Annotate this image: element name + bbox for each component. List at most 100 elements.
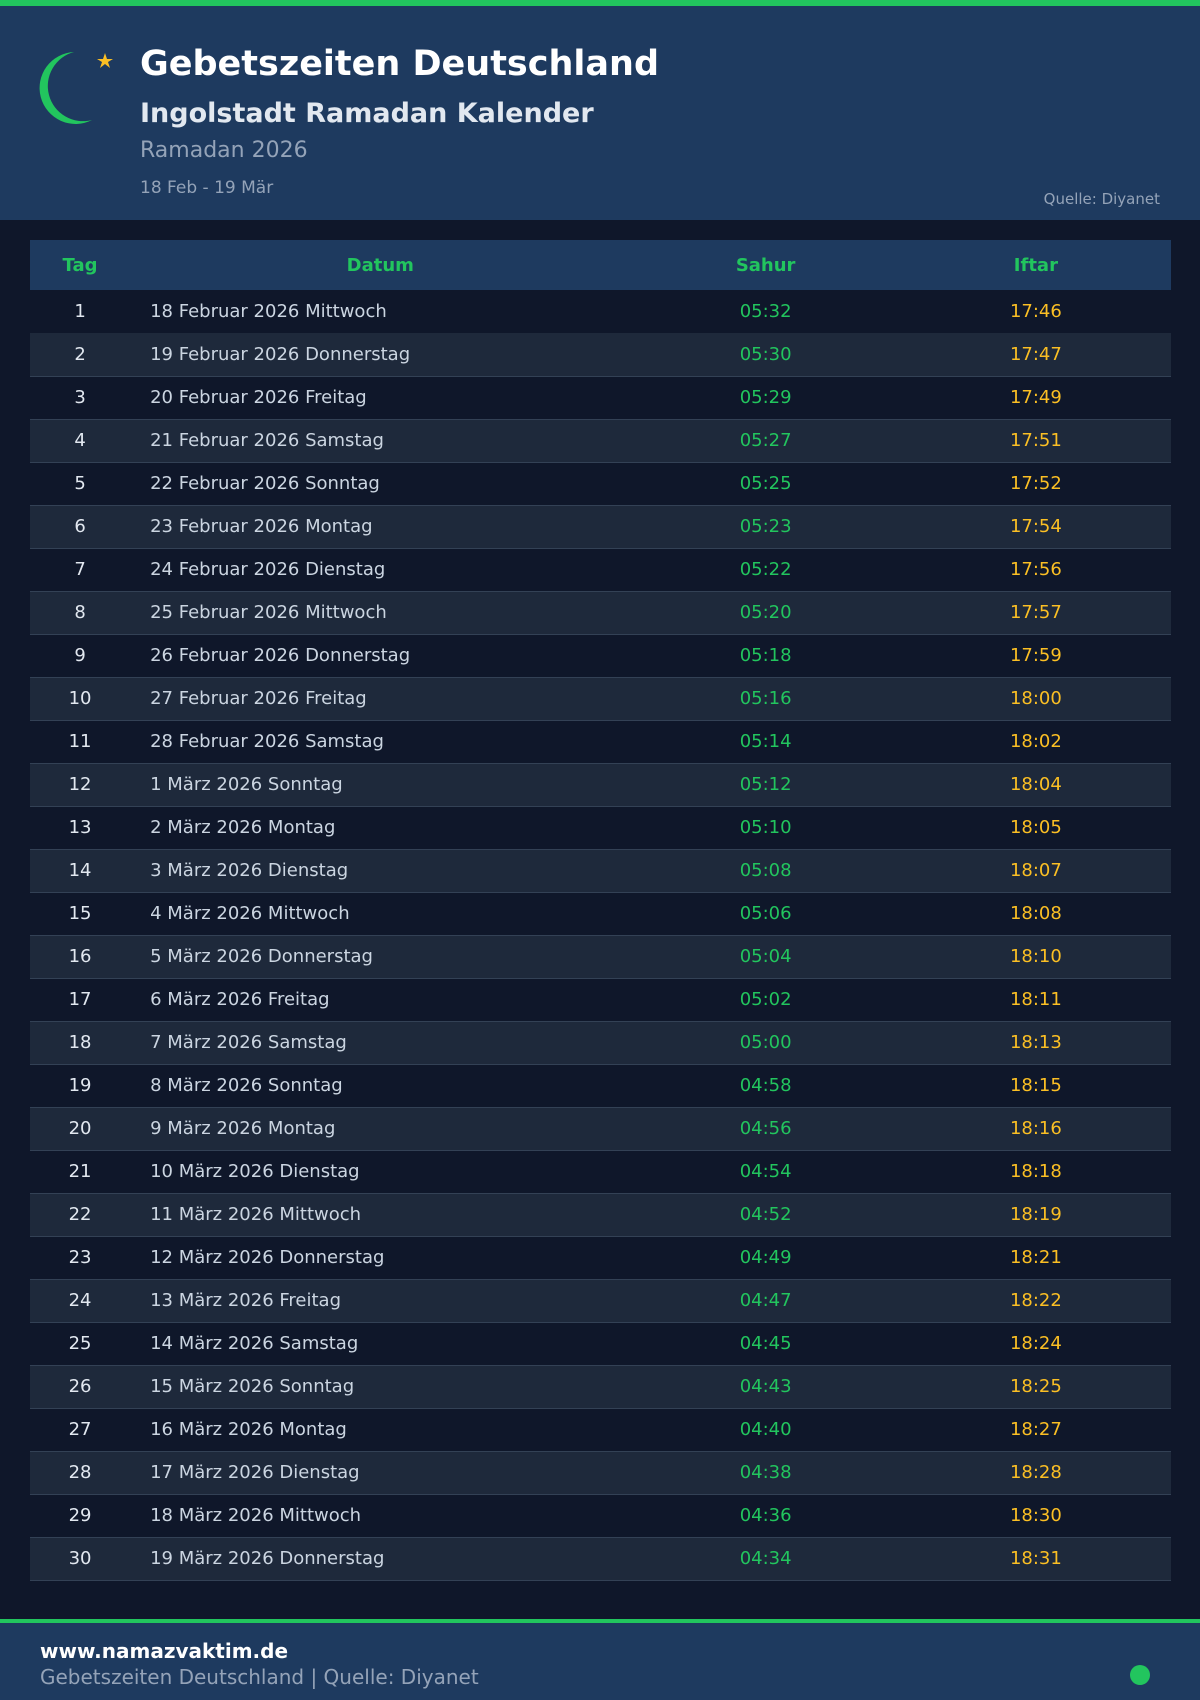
cell-datum: 19 März 2026 Donnerstag [130,1537,631,1581]
table-row: 25 14 März 2026 Samstag 04:45 18:24 [30,1322,1171,1366]
cell-iftar: 18:05 [900,806,1171,850]
header-tag: Tag [30,240,131,290]
page-header: Gebetszeiten Deutschland Ingolstadt Rama… [0,6,1200,220]
cell-tag: 17 [30,978,131,1022]
cell-datum: 24 Februar 2026 Dienstag [130,548,631,592]
cell-iftar: 18:18 [900,1150,1171,1194]
table-row: 22 11 März 2026 Mittwoch 04:52 18:19 [30,1193,1171,1237]
cell-tag: 27 [30,1408,131,1452]
cell-datum: 23 Februar 2026 Montag [130,505,631,549]
cell-sahur: 05:18 [630,634,901,678]
cell-tag: 4 [30,419,131,463]
table-row: 8 25 Februar 2026 Mittwoch 05:20 17:57 [30,591,1171,635]
table-row: 23 12 März 2026 Donnerstag 04:49 18:21 [30,1236,1171,1280]
cell-tag: 7 [30,548,131,592]
table-row: 1 18 Februar 2026 Mittwoch 05:32 17:46 [30,290,1171,333]
green-dot-icon [1130,1665,1150,1685]
table-row: 28 17 März 2026 Dienstag 04:38 18:28 [30,1451,1171,1495]
cell-sahur: 05:20 [630,591,901,635]
cell-tag: 2 [30,333,131,377]
cell-iftar: 17:46 [1009,301,1062,322]
crescent-star-icon [39,52,113,124]
cell-datum: 28 Februar 2026 Samstag [130,720,631,764]
footer-tagline: Gebetszeiten Deutschland | Quelle: Diyan… [40,1665,479,1689]
header-sahur: Sahur [630,240,901,290]
cell-iftar: 18:24 [900,1322,1171,1366]
table-row: 10 27 Februar 2026 Freitag 05:16 18:00 [30,677,1171,721]
cell-tag: 14 [30,849,131,893]
cell-tag: 24 [30,1279,131,1323]
cell-sahur: 05:23 [630,505,901,549]
cell-sahur: 05:29 [630,376,901,420]
cell-tag: 1 [74,301,86,322]
top-accent-bar [0,0,1200,6]
cell-iftar: 18:22 [900,1279,1171,1323]
cell-iftar: 17:47 [900,333,1171,377]
cell-datum: 9 März 2026 Montag [130,1107,631,1151]
table-row: 14 3 März 2026 Dienstag 05:08 18:07 [30,849,1171,893]
cell-tag: 10 [30,677,131,721]
cell-sahur: 05:14 [630,720,901,764]
cell-iftar: 17:56 [900,548,1171,592]
cell-iftar: 18:27 [900,1408,1171,1452]
footer-site-link[interactable]: www.namazvaktim.de [40,1639,289,1663]
cell-sahur: 05:06 [630,892,901,936]
cell-sahur: 05:12 [630,763,901,807]
cell-iftar: 18:21 [900,1236,1171,1280]
cell-sahur: 04:40 [630,1408,901,1452]
cell-tag: 22 [30,1193,131,1237]
table-row: 27 16 März 2026 Montag 04:40 18:27 [30,1408,1171,1452]
cell-tag: 6 [30,505,131,549]
cell-datum: 25 Februar 2026 Mittwoch [130,591,631,635]
table-row: 12 1 März 2026 Sonntag 05:12 18:04 [30,763,1171,807]
cell-iftar: 18:10 [900,935,1171,979]
cell-datum: 10 März 2026 Dienstag [130,1150,631,1194]
cell-datum: 14 März 2026 Samstag [130,1322,631,1366]
page-title: Gebetszeiten Deutschland [140,44,660,84]
cell-iftar: 18:30 [900,1494,1171,1538]
cell-sahur: 05:10 [630,806,901,850]
table-row: 26 15 März 2026 Sonntag 04:43 18:25 [30,1365,1171,1409]
cell-tag: 23 [30,1236,131,1280]
table-header-row: Tag Datum Sahur Iftar [30,240,1171,290]
cell-datum: 6 März 2026 Freitag [130,978,631,1022]
cell-iftar: 18:02 [900,720,1171,764]
cell-sahur: 04:56 [630,1107,901,1151]
cell-datum: 17 März 2026 Dienstag [130,1451,631,1495]
cell-tag: 30 [30,1537,131,1581]
cell-datum: 1 März 2026 Sonntag [130,763,631,807]
cell-datum: 11 März 2026 Mittwoch [130,1193,631,1237]
table-row: 16 5 März 2026 Donnerstag 05:04 18:10 [30,935,1171,979]
cell-sahur: 05:25 [630,462,901,506]
cell-sahur: 05:00 [630,1021,901,1065]
cell-tag: 21 [30,1150,131,1194]
cell-sahur: 04:38 [630,1451,901,1495]
cell-sahur: 04:43 [630,1365,901,1409]
page-subtitle: Ingolstadt Ramadan Kalender [140,98,594,129]
source-label: Quelle: Diyanet [1043,190,1160,208]
cell-iftar: 18:19 [900,1193,1171,1237]
cell-tag: 25 [30,1322,131,1366]
cell-tag: 20 [30,1107,131,1151]
cell-datum: 8 März 2026 Sonntag [130,1064,631,1108]
cell-sahur: 04:34 [630,1537,901,1581]
cell-iftar: 18:08 [900,892,1171,936]
cell-datum: 5 März 2026 Donnerstag [130,935,631,979]
header-datum: Datum [130,240,631,290]
cell-datum: 16 März 2026 Montag [130,1408,631,1452]
cell-iftar: 18:07 [900,849,1171,893]
table-row: 6 23 Februar 2026 Montag 05:23 17:54 [30,505,1171,549]
cell-iftar: 17:59 [900,634,1171,678]
cell-iftar: 18:31 [900,1537,1171,1581]
date-range: 18 Feb - 19 Mär [140,178,274,198]
table-row: 13 2 März 2026 Montag 05:10 18:05 [30,806,1171,850]
cell-tag: 15 [30,892,131,936]
cell-datum: 4 März 2026 Mittwoch [130,892,631,936]
cell-datum: 19 Februar 2026 Donnerstag [130,333,631,377]
cell-iftar: 17:57 [900,591,1171,635]
cell-iftar: 18:11 [900,978,1171,1022]
cell-tag: 12 [30,763,131,807]
table-row: 11 28 Februar 2026 Samstag 05:14 18:02 [30,720,1171,764]
cell-tag: 3 [30,376,131,420]
cell-sahur: 04:36 [630,1494,901,1538]
